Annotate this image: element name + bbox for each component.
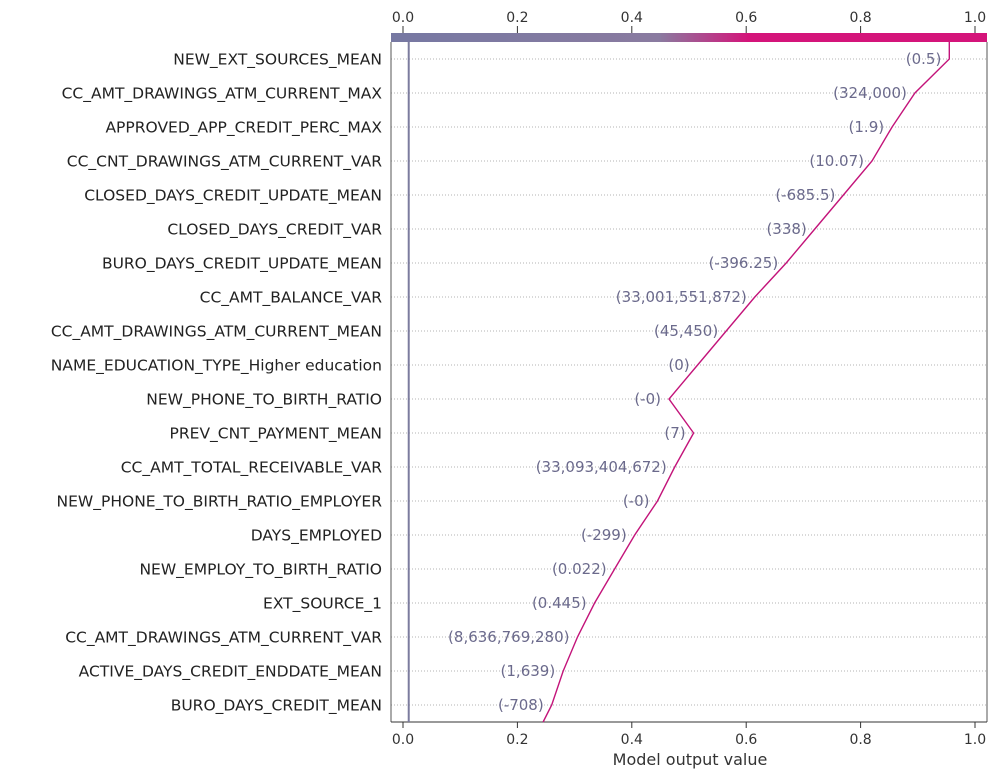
top-tick-label: 0.0 [392,10,414,26]
feature-value-label: (45,450) [654,322,718,340]
feature-name-label: CLOSED_DAYS_CREDIT_VAR [167,221,382,240]
row-gridlines [391,58,987,706]
feature-name-label: PREV_CNT_PAYMENT_MEAN [170,425,382,444]
top-tick-label: 1.0 [964,10,986,26]
bottom-tick-label: 0.6 [735,732,757,748]
plot-axes [390,42,988,723]
feature-name-label: NEW_EMPLOY_TO_BIRTH_RATIO [139,561,382,580]
bottom-tick-label: 0.4 [621,732,643,748]
feature-name-label: CC_AMT_DRAWINGS_ATM_CURRENT_MEAN [51,323,382,342]
value-labels: (0.5) (324,000) (1.9) (10.07) (-685.5) (338) (… [448,50,941,714]
feature-value-label: (0.445) [532,594,587,612]
feature-value-label: (-0) [623,492,650,510]
feature-name-label: ACTIVE_DAYS_CREDIT_ENDDATE_MEAN [79,663,382,682]
feature-name-label: CLOSED_DAYS_CREDIT_UPDATE_MEAN [84,187,382,206]
x-ticks: 0.0 0.0 0.2 0.2 0.4 0.4 0.6 0.6 0.8 0.8 1.0 1.0 [392,10,986,748]
feature-value-label: (0.5) [906,50,942,68]
top-tick-label: 0.4 [621,10,643,26]
feature-value-label: (33,093,404,672) [536,458,667,476]
feature-value-label: (7) [664,424,685,442]
feature-name-label: NEW_PHONE_TO_BIRTH_RATIO [146,391,382,410]
x-axis-label: Model output value [613,750,768,769]
colorbar-gradient [391,33,987,42]
bottom-tick-label: 1.0 [964,732,986,748]
feature-name-label: APPROVED_APP_CREDIT_PERC_MAX [105,119,382,138]
bottom-tick-label: 0.2 [506,732,528,748]
feature-name-label: NAME_EDUCATION_TYPE_Higher education [51,357,382,376]
feature-value-label: (-708) [498,696,544,714]
feature-name-label: CC_AMT_DRAWINGS_ATM_CURRENT_VAR [65,629,382,648]
feature-value-label: (0) [668,356,689,374]
feature-name-label: CC_AMT_TOTAL_RECEIVABLE_VAR [121,459,383,478]
feature-value-label: (1.9) [849,118,885,136]
feature-value-label: (-396.25) [709,254,779,272]
feature-name-label: NEW_EXT_SOURCES_MEAN [173,51,382,70]
feature-value-label: (-299) [581,526,627,544]
feature-value-label: (33,001,551,872) [616,288,747,306]
feature-value-label: (338) [766,220,806,238]
colorbar [391,33,987,42]
feature-value-label: (0.022) [552,560,607,578]
decision-line [542,42,950,723]
feature-value-label: (8,636,769,280) [448,628,569,646]
feature-name-label: NEW_PHONE_TO_BIRTH_RATIO_EMPLOYER [57,493,383,512]
feature-name-label: CC_AMT_BALANCE_VAR [200,289,383,308]
feature-value-label: (1,639) [501,662,556,680]
feature-name-label: BURO_DAYS_CREDIT_UPDATE_MEAN [102,255,382,274]
top-tick-label: 0.6 [735,10,757,26]
feature-name-label: BURO_DAYS_CREDIT_MEAN [171,697,382,716]
feature-value-label: (-0) [634,390,661,408]
feature-value-label: (324,000) [833,84,907,102]
top-tick-label: 0.8 [849,10,871,26]
feature-value-label: (10.07) [809,152,864,170]
feature-labels: NEW_EXT_SOURCES_MEAN CC_AMT_DRAWINGS_ATM_… [51,51,383,716]
feature-name-label: DAYS_EMPLOYED [251,527,382,546]
top-tick-label: 0.2 [506,10,528,26]
feature-name-label: CC_AMT_DRAWINGS_ATM_CURRENT_MAX [62,85,383,104]
feature-value-label: (-685.5) [775,186,835,204]
decision-path [542,42,950,723]
feature-name-label: EXT_SOURCE_1 [263,595,382,614]
bottom-tick-label: 0.8 [849,732,871,748]
feature-name-label: CC_CNT_DRAWINGS_ATM_CURRENT_VAR [67,153,382,172]
bottom-tick-label: 0.0 [392,732,414,748]
